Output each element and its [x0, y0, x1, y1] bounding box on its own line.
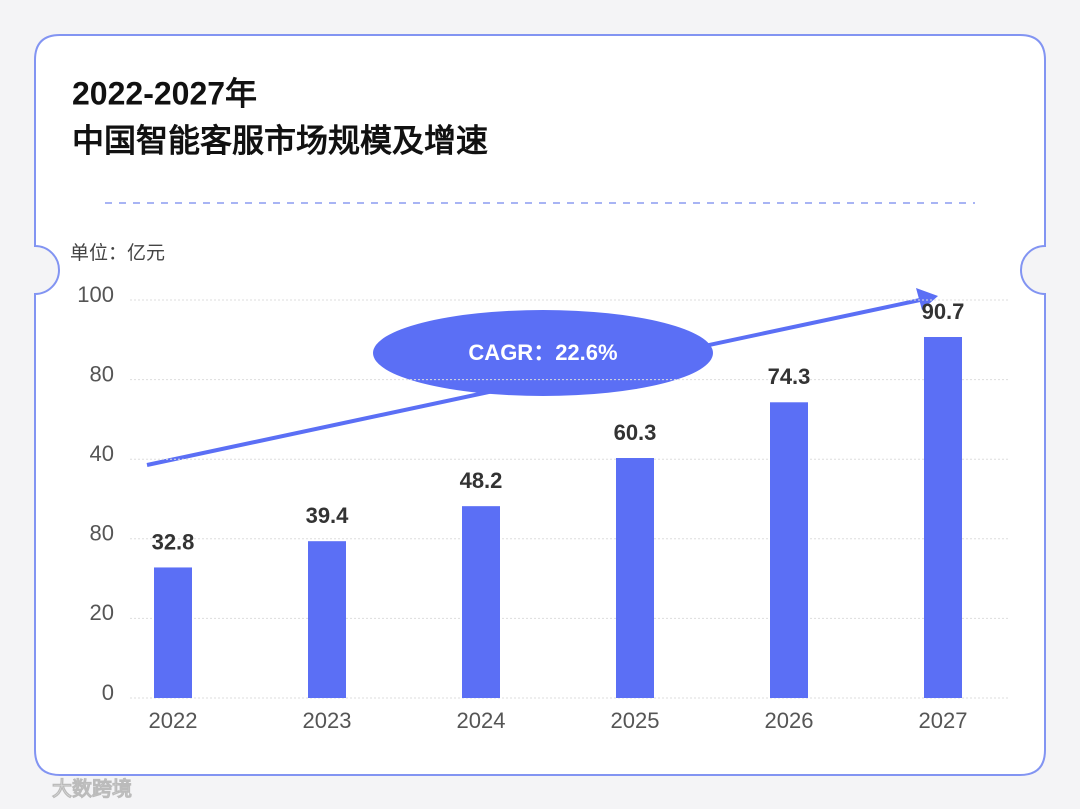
y-tick-label: 20 [90, 600, 114, 625]
bar [154, 567, 192, 698]
y-tick-label: 40 [90, 441, 114, 466]
data-label: 48.2 [460, 468, 503, 493]
x-tick-label: 2026 [765, 708, 814, 733]
data-label: 39.4 [306, 503, 350, 528]
chart-title: 2022-2027年 [72, 75, 257, 111]
unit-label: 单位：亿元 [70, 242, 165, 264]
bar [462, 506, 500, 698]
x-tick-label: 2027 [919, 708, 968, 733]
chart-subtitle: 中国智能客服市场规模及增速 [72, 122, 488, 158]
watermark: 大数跨境 [52, 776, 132, 800]
y-tick-label: 80 [90, 361, 114, 386]
x-tick-label: 2023 [303, 708, 352, 733]
cagr-label: CAGR：22.6% [468, 340, 617, 365]
bar [616, 458, 654, 698]
data-label: 60.3 [614, 420, 657, 445]
bar [770, 402, 808, 698]
data-label: 74.3 [768, 364, 811, 389]
arrow-head [916, 288, 938, 310]
x-tick-label: 2024 [457, 708, 506, 733]
y-tick-label: 100 [77, 282, 114, 307]
y-tick-label: 0 [102, 680, 114, 705]
bar [308, 541, 346, 698]
y-tick-label: 80 [90, 521, 114, 546]
x-tick-label: 2022 [149, 708, 198, 733]
data-label: 90.7 [922, 299, 965, 324]
data-label: 32.8 [152, 529, 195, 554]
cagr-bubble [373, 310, 713, 396]
bar [924, 337, 962, 698]
x-tick-label: 2025 [611, 708, 660, 733]
